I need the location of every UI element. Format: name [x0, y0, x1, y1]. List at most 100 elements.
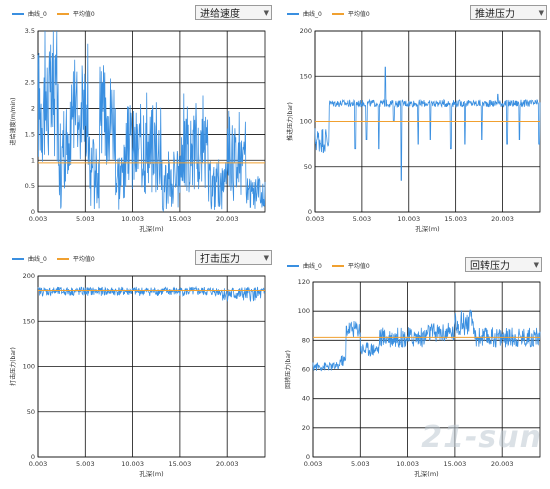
y-tick-label: 200: [300, 27, 312, 35]
y-tick-label: 150: [300, 72, 312, 80]
y-axis-label: 进给速度(m/min): [9, 98, 17, 146]
chart-plot: 0 0.5 1 1.5 2 2.5 3 3.5 0.003 5.003 10.003 15.003 20…: [9, 27, 266, 233]
x-tick-label: 5.003: [76, 215, 95, 223]
y-tick-label: 3: [31, 53, 35, 61]
x-tick-label: 0.003: [306, 215, 325, 223]
y-tick-label: 50: [27, 408, 35, 416]
chevron-down-icon: ▼: [263, 253, 269, 262]
legend-average-label: 平均值0: [72, 256, 95, 263]
chart-panel-impact-pressure: 曲线_0 平均值0 打击压力 ▼ 0 50 100 150 200 0.003 5.003 10…: [0, 245, 275, 489]
x-tick-label: 15.003: [169, 215, 192, 223]
y-tick-label: 1.5: [25, 130, 35, 138]
y-tick-label: 2: [31, 105, 35, 113]
y-tick-label: 150: [23, 317, 35, 325]
y-tick-label: 50: [304, 163, 312, 171]
series-line: [37, 285, 266, 303]
metric-select[interactable]: 打击压力 ▼: [195, 250, 272, 265]
x-tick-label: 0.003: [304, 460, 323, 468]
watermark: 21-sun: [421, 420, 542, 455]
chart-legend: 曲线_0 平均值0: [12, 9, 95, 18]
plot-frame: [37, 275, 266, 458]
y-tick-label: 80: [302, 336, 310, 344]
legend-series-label: 曲线_0: [303, 11, 322, 18]
y-tick-label: 3.5: [25, 27, 35, 35]
series-line: [37, 30, 266, 212]
x-tick-label: 10.003: [121, 460, 144, 468]
x-tick-label: 0.003: [29, 215, 48, 223]
average-swatch: [331, 12, 344, 15]
series-swatch: [287, 264, 299, 267]
x-axis-label: 孔深(m): [414, 469, 438, 478]
chevron-down-icon: ▼: [263, 8, 269, 17]
legend-series-label: 曲线_0: [28, 256, 47, 263]
y-tick-label: 100: [23, 363, 35, 371]
y-axis-label: 打击压力(bar): [9, 347, 17, 386]
x-tick-label: 10.003: [397, 215, 420, 223]
chevron-down-icon: ▼: [533, 260, 539, 269]
x-axis-label: 孔深(m): [139, 224, 163, 233]
metric-select[interactable]: 回转压力 ▼: [465, 257, 542, 272]
y-tick-label: 1: [31, 156, 35, 164]
y-tick-label: 120: [298, 278, 310, 286]
y-tick-label: 60: [302, 366, 310, 374]
x-tick-label: 15.003: [444, 460, 467, 468]
legend-series-label: 曲线_0: [303, 263, 322, 270]
x-axis-label: 孔深(m): [139, 469, 163, 478]
metric-select[interactable]: 进给速度 ▼: [195, 5, 272, 20]
y-tick-label: 2.5: [25, 79, 35, 87]
average-swatch: [331, 264, 344, 267]
x-tick-label: 5.003: [351, 460, 370, 468]
metric-select-value: 打击压力: [200, 254, 240, 265]
legend-series-label: 曲线_0: [28, 11, 47, 18]
series-line: [312, 309, 541, 372]
chart-legend: 曲线_0 平均值0: [287, 261, 370, 270]
x-tick-label: 0.003: [29, 460, 48, 468]
y-tick-label: 0: [308, 208, 312, 216]
y-tick-label: 100: [300, 118, 312, 126]
y-tick-label: 100: [298, 307, 310, 315]
x-tick-label: 15.003: [444, 215, 467, 223]
x-tick-label: 20.003: [491, 215, 514, 223]
y-axis-label: 推进压力(bar): [286, 102, 294, 141]
y-tick-label: 40: [302, 395, 310, 403]
x-axis-label: 孔深(m): [415, 224, 439, 233]
series-swatch: [12, 12, 24, 15]
average-swatch: [56, 257, 69, 260]
chart-panel-feed-speed: 曲线_0 平均值0 进给速度 ▼ 0 0.5 1 1.5 2 2.5 3 3.5 0.003 5.0…: [0, 0, 275, 245]
average-swatch: [56, 12, 69, 15]
x-tick-label: 10.003: [396, 460, 419, 468]
x-tick-label: 20.003: [216, 215, 239, 223]
metric-select-value: 推进压力: [475, 9, 515, 20]
series-swatch: [287, 12, 299, 15]
plot-frame: [312, 281, 541, 458]
chart-panel-rotation-pressure: 曲线_0 平均值0 回转压力 ▼ 0 20 40 60 80 100 120 0.003 5.00…: [275, 245, 550, 489]
series-line: [314, 66, 541, 181]
chevron-down-icon: ▼: [538, 8, 544, 17]
chart-panel-thrust-pressure: 曲线_0 平均值0 推进压力 ▼ 0 50 100 150 200 0.003 5.003 10…: [275, 0, 550, 245]
x-tick-label: 5.003: [353, 215, 372, 223]
series-swatch: [12, 257, 24, 260]
y-axis-label: 回转压力(bar): [284, 350, 292, 389]
chart-plot: 0 20 40 60 80 100 120 0.003 5.003 10.003 15.003 20.…: [284, 278, 541, 478]
x-tick-label: 20.003: [491, 460, 514, 468]
y-tick-label: 0: [306, 453, 310, 461]
y-tick-label: 0: [31, 208, 35, 216]
legend-average-label: 平均值0: [72, 11, 95, 18]
x-tick-label: 20.003: [216, 460, 239, 468]
metric-select-value: 回转压力: [470, 261, 510, 272]
x-tick-label: 5.003: [76, 460, 95, 468]
y-tick-label: 0.5: [25, 182, 35, 190]
y-tick-label: 0: [31, 453, 35, 461]
legend-average-label: 平均值0: [347, 11, 370, 18]
legend-average-label: 平均值0: [347, 263, 370, 270]
x-tick-label: 15.003: [169, 460, 192, 468]
y-tick-label: 200: [23, 272, 35, 280]
chart-plot: 0 50 100 150 200 0.003 5.003 10.003 15.003 20.003…: [286, 27, 541, 233]
metric-select-value: 进给速度: [200, 9, 240, 20]
y-tick-label: 20: [302, 424, 310, 432]
chart-plot: 0 50 100 150 200 0.003 5.003 10.003 15.003 20.003…: [9, 272, 266, 478]
x-tick-label: 10.003: [121, 215, 144, 223]
chart-legend: 曲线_0 平均值0: [12, 254, 95, 263]
chart-legend: 曲线_0 平均值0: [287, 9, 370, 18]
metric-select[interactable]: 推进压力 ▼: [470, 5, 547, 20]
